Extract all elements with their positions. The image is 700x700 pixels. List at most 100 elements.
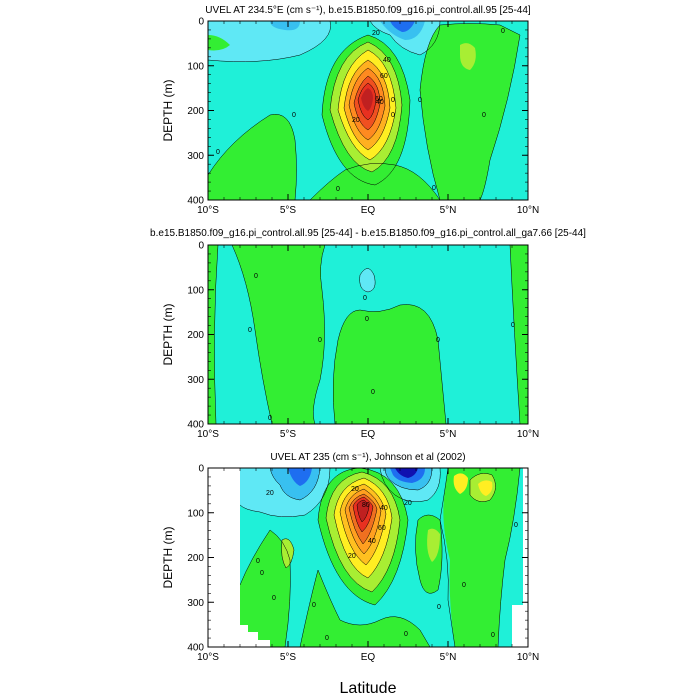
- panel3-contours: [208, 468, 528, 647]
- panel3-contour-label: 0: [514, 522, 518, 529]
- x-tick-label: 5°N: [440, 205, 457, 216]
- panel1-contour-labels: 20 40 60 60 40 20 0 0 0 0 0 0 0 0 0: [216, 28, 505, 193]
- x-tick-label: 10°N: [517, 429, 539, 440]
- y-tick-label: 300: [187, 598, 204, 609]
- y-axis-label: DEPTH (m): [161, 527, 175, 589]
- panel2-contours: [208, 245, 528, 424]
- x-tick-label: EQ: [361, 205, 376, 216]
- y-tick-label: 400: [187, 643, 204, 654]
- panel3-contour-label: 40: [380, 505, 388, 512]
- panel3-bottom-green: [300, 570, 430, 647]
- panel3-upperright-darkblue: [395, 468, 418, 478]
- x-tick-label: 5°S: [280, 205, 297, 216]
- panel3-contour-label: 0: [462, 582, 466, 589]
- panel1-contour-label: 0: [216, 149, 220, 156]
- panel3-nodata-left: [208, 468, 270, 647]
- y-axis-label: DEPTH (m): [161, 80, 175, 142]
- panel1-contour-label: 0: [482, 112, 486, 119]
- panel3-contour-label: 0: [325, 635, 329, 642]
- panel1-contour-label: 20: [352, 117, 360, 124]
- y-tick-label: 400: [187, 196, 204, 207]
- panel2-contour-label: 0: [254, 273, 258, 280]
- panel1-euc-darkred: [361, 88, 373, 111]
- panel1-contour-label: 20: [372, 30, 380, 37]
- panel1-skyblue-region: [270, 21, 300, 31]
- y-tick-label: 100: [187, 61, 204, 72]
- panel2-contour-label: 0: [363, 295, 367, 302]
- panel1-contours: [208, 21, 528, 200]
- y-tick-label: 0: [198, 464, 204, 475]
- panel3-contour-label: 20: [351, 486, 359, 493]
- panel1-contour-label: 60: [375, 96, 383, 103]
- panel1-contour-label: 0: [391, 97, 395, 104]
- y-tick-label: 200: [187, 330, 204, 341]
- y-tick-label: 0: [198, 241, 204, 252]
- x-tick-label: 5°S: [280, 652, 297, 663]
- panel1-contour-label: 0: [432, 185, 436, 192]
- panel3-upperleft-blue: [288, 468, 312, 486]
- x-tick-label: 10°N: [517, 205, 539, 216]
- panel3-contour-label: 0: [437, 604, 441, 611]
- panel3-contour-label: 0: [272, 595, 276, 602]
- panel2-center-cyan: [359, 268, 376, 292]
- panel1-right-lightgreen: [460, 43, 476, 70]
- panel1-right-green: [420, 23, 520, 200]
- panel1-contour-label: 0: [336, 186, 340, 193]
- panel3-right-green: [443, 468, 520, 647]
- panel2-right-green: [333, 304, 446, 424]
- panel2-contour-label: 0: [248, 327, 252, 334]
- panel3-right-yellow2: [453, 473, 468, 494]
- panel3-contour-label: 0: [256, 558, 260, 565]
- panel3-contour-label: 80: [362, 502, 370, 509]
- panel1-lightcyan-region: [208, 21, 331, 62]
- panel1-contour-label: 0: [391, 112, 395, 119]
- y-tick-label: 0: [198, 17, 204, 28]
- x-tick-label: 10°N: [517, 652, 539, 663]
- y-tick-label: 300: [187, 151, 204, 162]
- y-tick-label: 200: [187, 106, 204, 117]
- x-tick-label: 5°S: [280, 429, 297, 440]
- panel1-contour-label: 40: [383, 57, 391, 64]
- panel3-left-green: [240, 530, 291, 647]
- x-tick-label: EQ: [361, 652, 376, 663]
- panel3-contour-label: 0: [491, 632, 495, 639]
- panel3-contour-label: 20: [348, 553, 356, 560]
- panel1-contour-label: 60: [380, 73, 388, 80]
- panel3-contour-label: 20: [266, 490, 274, 497]
- panel3-contour-label: 60: [378, 525, 386, 532]
- panel3-mid-lightgreen: [427, 528, 440, 562]
- panel1-title: UVEL AT 234.5°E (cm s⁻¹), b.e15.B1850.f0…: [205, 5, 531, 16]
- panel2-title: b.e15.B1850.f09_g16.pi_control.all.95 [2…: [150, 228, 586, 239]
- y-tick-label: 300: [187, 375, 204, 386]
- panel2-left-green: [232, 245, 325, 424]
- panel3-contour-label: 0: [404, 631, 408, 638]
- x-tick-label: 10°S: [197, 652, 219, 663]
- x-tick-label: EQ: [361, 429, 376, 440]
- panel1-left-green: [208, 35, 230, 51]
- x-tick-label: 5°N: [440, 652, 457, 663]
- panel3-title: UVEL AT 235 (cm s⁻¹), Johnson et al (200…: [270, 452, 465, 463]
- panel2-contour-label: 0: [318, 337, 322, 344]
- y-tick-label: 100: [187, 285, 204, 296]
- panel3-right-yellow: [478, 480, 493, 496]
- panel3-contour-label: 40: [368, 538, 376, 545]
- panel2-contour-label: 0: [365, 316, 369, 323]
- panel2-contour-label: 0: [511, 322, 515, 329]
- panel3-contour-label: 0: [260, 570, 264, 577]
- panel2-contour-label: 0: [268, 415, 272, 422]
- x-tick-label: 5°N: [440, 429, 457, 440]
- panel2-contour-label: 0: [371, 389, 375, 396]
- panel3-contour-label: 20: [404, 500, 412, 507]
- y-tick-label: 400: [187, 420, 204, 431]
- panel1-contour-label: 0: [501, 28, 505, 35]
- x-axis-label: Latitude: [340, 680, 397, 697]
- y-axis-label: DEPTH (m): [161, 304, 175, 366]
- panel2-contour-labels: 0 0 0 0 0 0 0 0 0: [248, 273, 515, 422]
- panel1-lowerleft-green: [208, 114, 297, 200]
- panel1-contour-label: 40: [376, 99, 384, 106]
- panel3-contour-labels: 20 20 40 60 80 20 40 20 0 0 0 0 0 0 0 0 …: [256, 486, 518, 642]
- x-tick-label: 10°S: [197, 429, 219, 440]
- panel1-upper-blue: [390, 21, 415, 32]
